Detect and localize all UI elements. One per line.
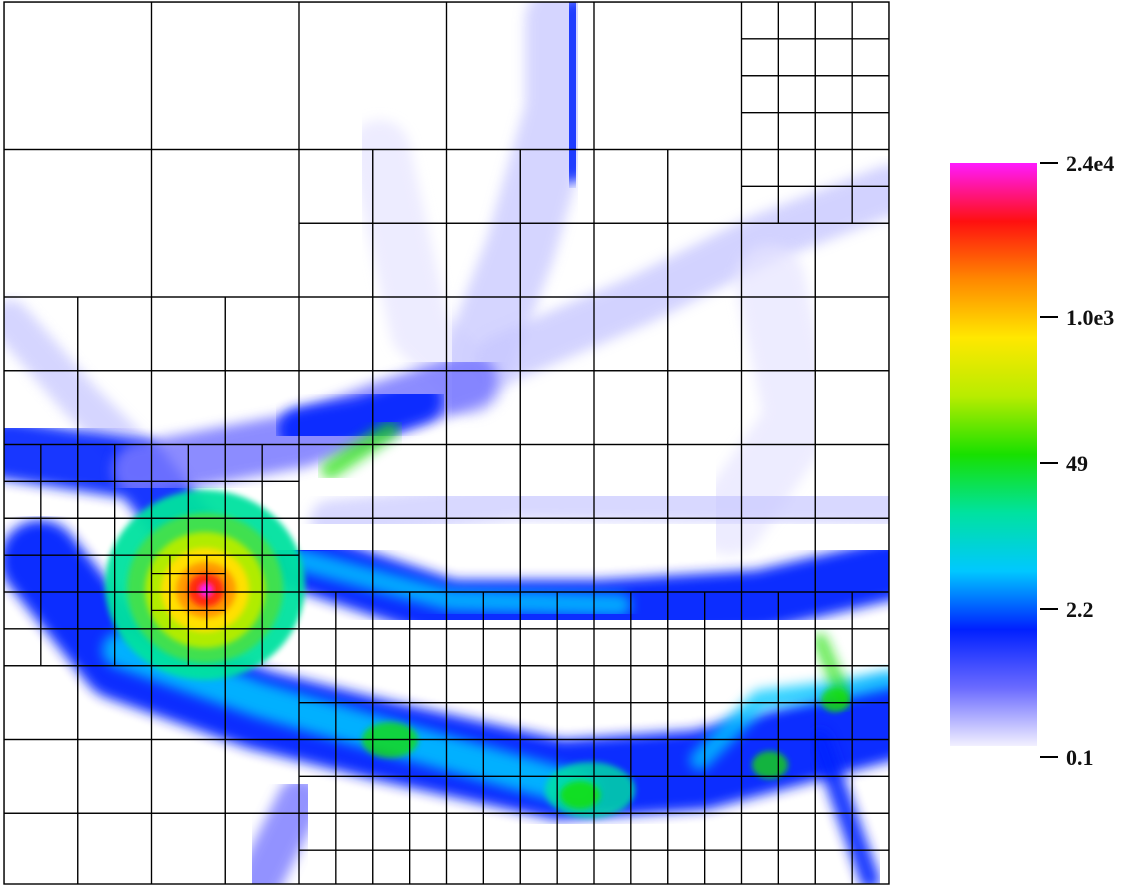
colorbar-tick-label: 0.1: [1066, 745, 1094, 770]
colorbar-tick-49: 49: [1040, 451, 1088, 476]
colorbar: 2.4e4 1.0e3 49 2.2 0.1: [950, 151, 1114, 770]
colorbar-tick-label: 2.2: [1066, 597, 1094, 622]
colorbar-tick-label: 2.4e4: [1066, 151, 1114, 176]
colorbar-tick-2-2: 2.2: [1040, 597, 1094, 622]
colorbar-tick-0-1: 0.1: [1040, 745, 1094, 770]
colorbar-tick-label: 1.0e3: [1066, 305, 1114, 330]
colorbar-tick-label: 49: [1066, 451, 1088, 476]
amr-mesh-grid: [4, 2, 889, 884]
plot-border: [3, 1, 890, 885]
colorbar-tick-1-0e3: 1.0e3: [1040, 305, 1114, 330]
colorbar-tick-2-4e4: 2.4e4: [1040, 151, 1114, 176]
heatmap-plot-area: [3, 1, 890, 885]
colorbar-bar: [950, 163, 1037, 746]
